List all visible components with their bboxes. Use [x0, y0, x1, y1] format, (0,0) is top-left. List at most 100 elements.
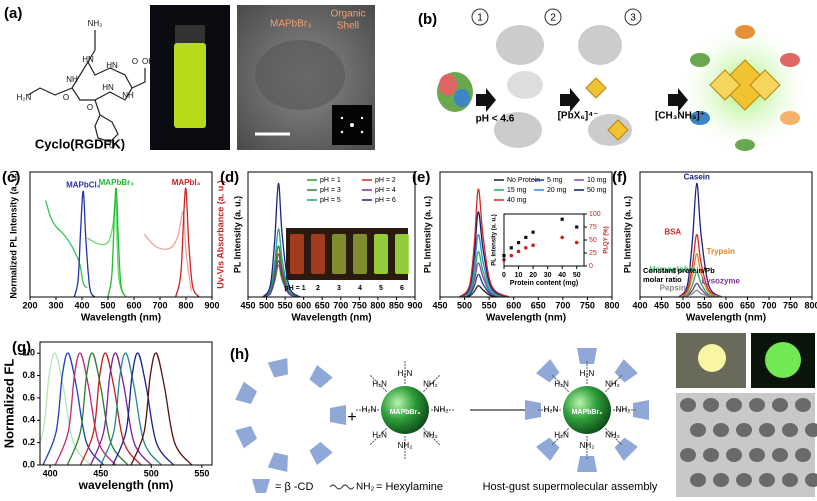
line	[262, 259, 301, 297]
x-tick-label: 30	[544, 272, 552, 279]
series-label: MAPbCl₃	[66, 180, 101, 189]
panel-label: (b)	[418, 11, 437, 28]
amine: NH₂	[616, 405, 631, 414]
atom: O	[63, 93, 69, 102]
x-tick-label: 10	[515, 272, 523, 279]
line	[54, 352, 117, 465]
steps: 1 2 3	[471, 8, 642, 26]
x-tick-label: 500	[259, 300, 274, 310]
x-tick-label: 550	[194, 468, 209, 478]
protein-cartoons	[437, 25, 807, 151]
x-tick-label: 600	[296, 300, 311, 310]
tem-particle	[772, 398, 788, 412]
vial	[332, 234, 346, 274]
core-label: MAPbBr₃	[572, 409, 603, 416]
legend-label: 10 mg	[587, 177, 607, 184]
amine: NH₂	[434, 405, 449, 414]
reagent: pH < 4.6	[476, 114, 515, 125]
legend-label: pH = 5	[320, 197, 341, 204]
core-label: MAPbBr₃	[270, 19, 311, 30]
molecule-atoms: NH₂ HN NH O HN O NH OH O H₂N HN O	[17, 19, 155, 150]
series-label: Hemoglobin	[650, 265, 696, 274]
amine: NH₂	[398, 441, 413, 450]
point	[524, 246, 528, 250]
x-tick-label: 650	[315, 300, 330, 310]
beta-cd	[235, 381, 257, 404]
beta-cd	[267, 452, 288, 472]
point	[509, 246, 513, 250]
y2-tick-label: 75	[589, 224, 597, 231]
x-tick-label: 40	[558, 272, 566, 279]
line	[86, 198, 125, 295]
x-tick-label: 750	[783, 300, 798, 310]
molecule-drawing	[27, 30, 146, 143]
y-tick-label: 0.0	[22, 459, 35, 469]
vial-label: 4	[358, 285, 362, 292]
reagent: [CH₃NH₃]⁺	[655, 111, 705, 122]
x-tick-label: 600	[718, 300, 733, 310]
series-label: Lysozyme	[702, 276, 741, 285]
amine: H₂N	[554, 380, 569, 389]
point	[516, 249, 521, 254]
x-tick-label: 700	[555, 300, 570, 310]
y2-tick-label: 50	[589, 237, 597, 244]
series-label: MAPbI₃	[172, 178, 201, 187]
vial	[374, 234, 388, 274]
tem-particle	[713, 423, 729, 437]
nanocrystal	[381, 386, 429, 434]
legend-label: 15 mg	[507, 187, 527, 194]
x-tick-label: 450	[432, 300, 447, 310]
x-tick-label: 20	[529, 272, 537, 279]
inset-background	[504, 214, 584, 266]
tem-particle	[690, 473, 706, 487]
tem-particle	[680, 398, 696, 412]
nanocrystal	[563, 386, 611, 434]
x-tick-label: 550	[482, 300, 497, 310]
line	[107, 187, 127, 297]
legend-label: 40 mg	[507, 197, 527, 204]
amine: H₂N	[398, 369, 413, 378]
panel-label: (f)	[612, 169, 627, 186]
line	[42, 352, 105, 465]
amine: H₂N	[362, 405, 377, 414]
plot-frame	[29, 171, 213, 298]
panel-label: (d)	[220, 169, 239, 186]
atom: O	[109, 141, 115, 150]
amine: NH₂	[423, 431, 438, 440]
vial-label: 3	[337, 285, 341, 292]
amine: NH₂	[356, 482, 374, 493]
line	[459, 284, 509, 297]
plot-frame	[439, 171, 613, 298]
x-tick-label: 900	[204, 300, 219, 310]
atom: NH	[66, 75, 78, 84]
amine: H₂N	[372, 431, 387, 440]
y2-axis-label: Uv-Vis Absorbance (a. u.)	[215, 180, 225, 289]
x-tick-label: 600	[506, 300, 521, 310]
y-axis-label: PL Intensity (a. u.)	[232, 196, 242, 273]
tem-particle	[749, 398, 765, 412]
vial-liquid	[174, 43, 206, 128]
y-tick-label: 0.4	[22, 415, 35, 425]
x-tick-label: 850	[389, 300, 404, 310]
y-tick-label: 0.8	[22, 370, 35, 380]
line	[678, 289, 722, 297]
x-tick-label: 800	[804, 300, 817, 310]
atom: HN	[102, 83, 114, 92]
tem-particle	[805, 423, 817, 437]
vial	[395, 234, 409, 274]
hexylamine-chain	[551, 428, 569, 446]
line	[459, 211, 510, 297]
y-axis-label: Normalized FL	[1, 359, 16, 449]
tem-particle	[759, 473, 775, 487]
line	[459, 233, 510, 297]
line	[100, 352, 162, 465]
series-label: MAPbBr₃	[99, 178, 135, 187]
line	[262, 182, 301, 297]
y2-axis-label: PLQY (%)	[604, 226, 610, 253]
y2-tick-label: 25	[589, 250, 597, 257]
point	[516, 241, 521, 245]
series-label: Pepsin	[660, 283, 686, 292]
molecule-name: Cyclo(RGDFK)	[35, 136, 125, 151]
x-tick-label: 500	[144, 468, 159, 478]
